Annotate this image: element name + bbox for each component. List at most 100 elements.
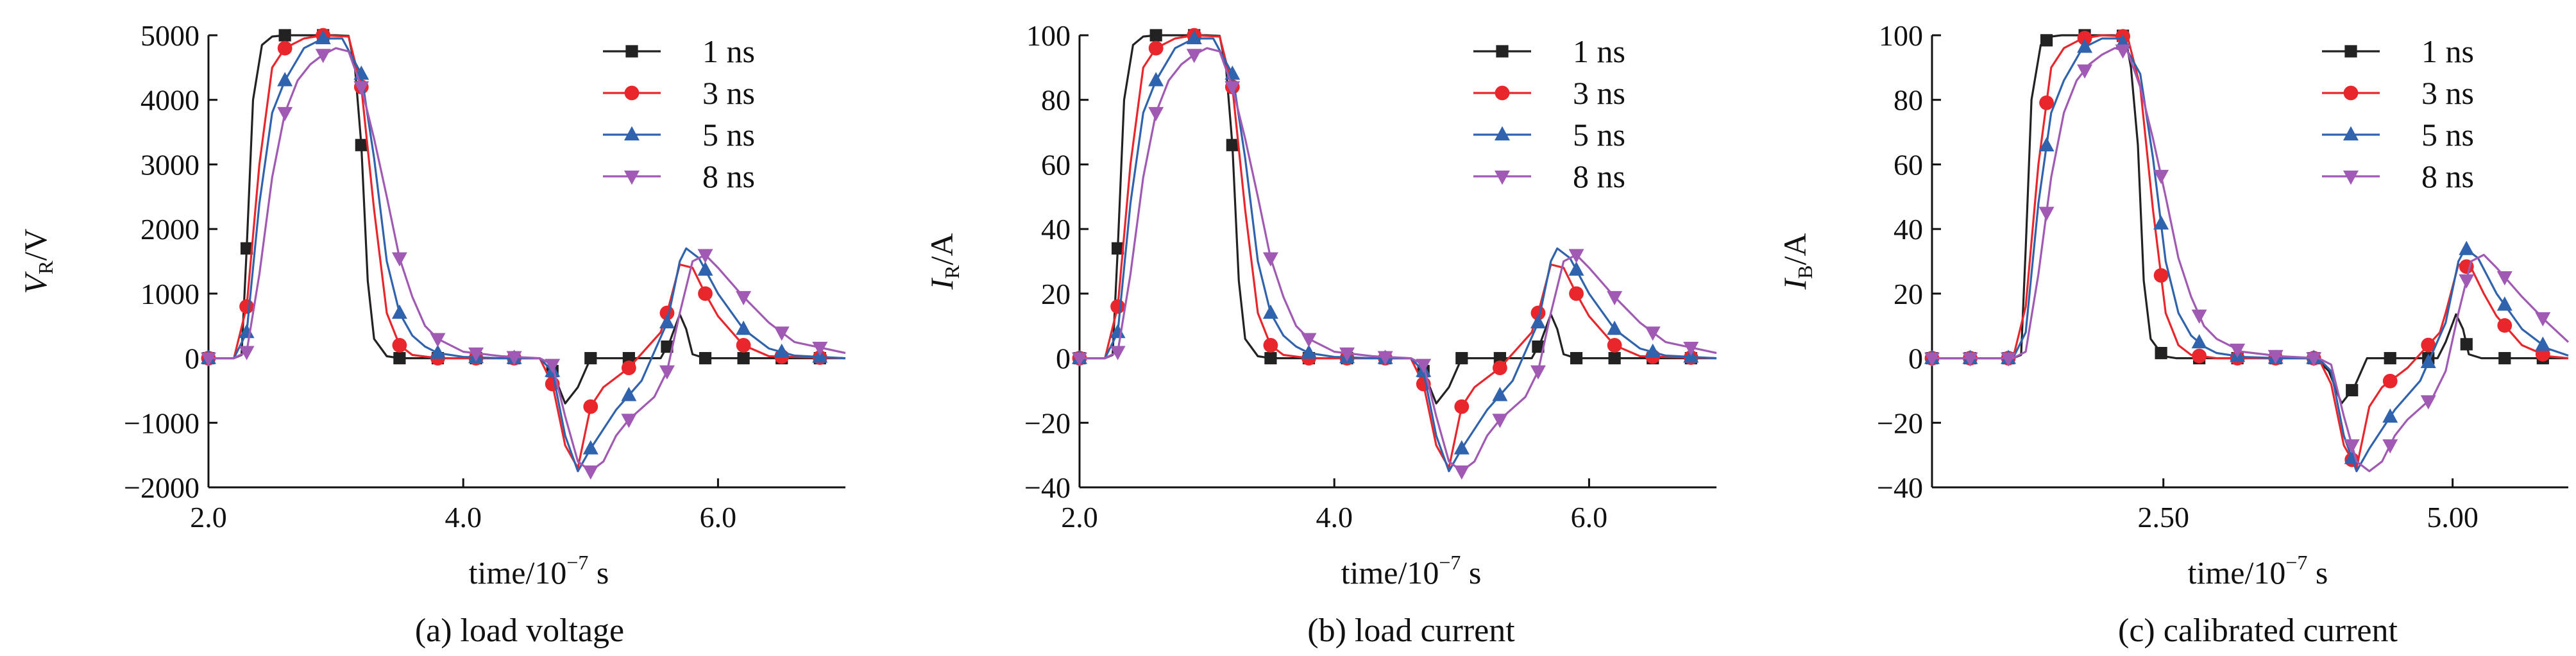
legend-marker: [2343, 126, 2359, 140]
data-point: [1377, 351, 1393, 366]
data-point: [2115, 44, 2131, 59]
y-axis-unit: /V: [17, 229, 53, 261]
legend: 1 ns 3 ns 5 ns 8 ns: [1473, 33, 1625, 194]
data-point: [2077, 38, 2093, 53]
y-tick-label: 20: [1041, 278, 1071, 310]
data-point: [2077, 64, 2093, 79]
x-tick-label: 2.50: [2137, 501, 2189, 534]
series-line: [208, 37, 846, 473]
x-axis-label: time/10−7 s: [469, 551, 609, 591]
data-point: [1226, 139, 1239, 151]
x-axis-label: time/10−7 s: [2188, 551, 2328, 591]
legend-marker: [2344, 45, 2357, 58]
legend-label: 3 ns: [1573, 75, 1625, 111]
data-point: [621, 387, 637, 401]
data-point: [659, 365, 675, 380]
x-axis-label: time/10−7 s: [1341, 551, 1482, 591]
data-point: [1607, 321, 1623, 335]
data-point: [736, 321, 752, 335]
data-point: [1492, 360, 1507, 376]
y-tick-label: 0: [1056, 342, 1071, 375]
data-point: [812, 341, 828, 357]
data-point: [2155, 347, 2167, 360]
legend-label: 3 ns: [702, 75, 755, 111]
data-point: [697, 261, 713, 276]
series-line: [1080, 37, 1717, 473]
data-point: [2535, 336, 2551, 351]
panel-caption: (a) load voltage: [415, 612, 624, 649]
data-point: [2420, 353, 2436, 368]
data-point: [697, 249, 713, 264]
y-axis-symbol: I: [1777, 278, 1813, 290]
data-point: [1453, 465, 1470, 480]
series-8ns: [1924, 44, 2570, 473]
data-point: [545, 358, 561, 373]
y-tick-label: 60: [1041, 148, 1071, 181]
data-point: [277, 72, 293, 87]
x-tick-label: 6.0: [1571, 501, 1608, 534]
y-tick-label: −40: [1024, 471, 1071, 504]
y-axis-subscript: B: [1793, 265, 1817, 279]
data-point: [393, 351, 406, 365]
data-point: [621, 414, 637, 428]
data-point: [2344, 439, 2360, 454]
y-axis-unit: /A: [924, 233, 960, 265]
data-point: [1262, 252, 1278, 267]
legend-marker: [1496, 45, 1509, 58]
y-tick-label: 100: [1879, 19, 1923, 52]
data-point: [2459, 240, 2475, 255]
y-tick-label: 0: [185, 342, 199, 375]
data-point: [698, 286, 713, 301]
x-axis-unit: s: [2307, 555, 2328, 591]
legend-label: 8 ns: [2421, 158, 2474, 194]
data-point: [278, 29, 291, 42]
data-point: [2535, 312, 2551, 327]
data-point: [1569, 286, 1584, 301]
y-tick-label: −20: [1024, 407, 1071, 439]
legend-label: 1 ns: [2421, 33, 2474, 69]
data-point: [391, 252, 407, 267]
data-point: [1148, 72, 1164, 87]
data-point: [1607, 338, 1622, 353]
data-point: [2038, 206, 2055, 221]
y-tick-label: 0: [1908, 342, 1923, 375]
data-point: [2498, 351, 2511, 365]
data-point: [659, 314, 675, 329]
data-point: [2153, 268, 2169, 283]
legend-marker: [624, 171, 640, 185]
y-tick-label: 2000: [140, 213, 199, 246]
data-point: [2420, 395, 2436, 410]
x-tick-label: 6.0: [700, 501, 737, 534]
data-point: [355, 139, 368, 151]
y-axis-label: VR/V: [17, 229, 57, 294]
data-point: [391, 304, 407, 319]
data-point: [2040, 34, 2053, 47]
y-tick-label: 40: [1894, 213, 1923, 246]
legend-marker: [624, 85, 640, 101]
data-point: [315, 29, 331, 45]
x-tick-label: 4.0: [445, 501, 482, 534]
data-point: [1962, 352, 1978, 367]
data-point: [2497, 318, 2512, 333]
data-point: [1301, 344, 1317, 359]
data-point: [1453, 440, 1470, 455]
y-tick-label: 40: [1041, 213, 1071, 246]
data-point: [2191, 334, 2207, 349]
data-point: [1492, 387, 1508, 401]
data-point: [1111, 242, 1124, 255]
data-point: [1570, 351, 1583, 365]
legend-label: 1 ns: [1573, 33, 1625, 69]
y-tick-label: 60: [1894, 148, 1923, 181]
data-point: [737, 351, 750, 365]
data-point: [736, 338, 751, 353]
data-point: [2153, 169, 2169, 185]
data-point: [1110, 299, 1125, 314]
panel-caption: (c) calibrated current: [2118, 612, 2398, 649]
data-point: [2496, 271, 2512, 286]
legend-marker: [1495, 171, 1510, 185]
legend-label: 1 ns: [702, 33, 755, 69]
data-point: [353, 81, 369, 96]
chart-panel-2: −40 −20 0 20 40 60 80 100 2.0 4.0 6.0 1 ns 3 ns 5 ns 8…: [924, 19, 1717, 649]
data-point: [1607, 290, 1623, 306]
